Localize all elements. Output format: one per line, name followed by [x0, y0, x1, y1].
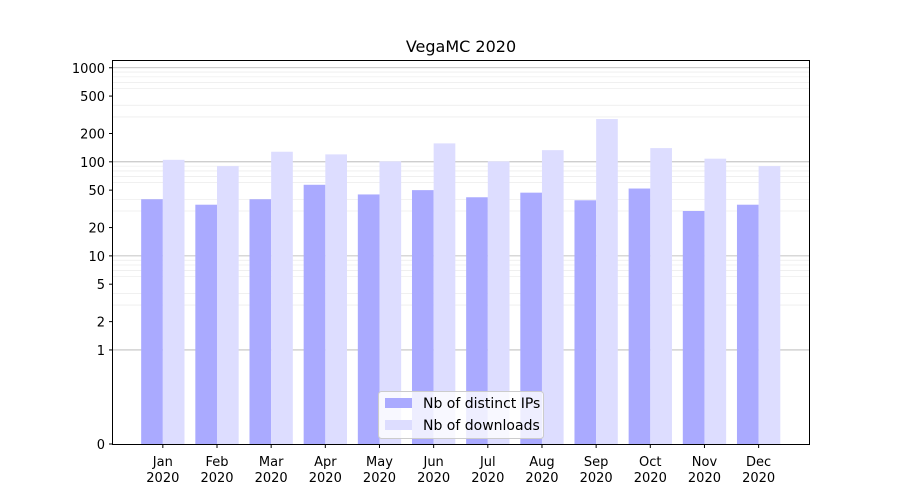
x-tick-label-month: Jan [152, 455, 173, 470]
bar-downloads-dec [758, 166, 781, 445]
x-tick-label-month: Oct [639, 455, 661, 470]
y-tick-label: 100 [80, 156, 105, 171]
y-tick-label: 10 [88, 250, 105, 265]
legend-label-downloads: Nb of downloads [423, 418, 540, 434]
bar-distinct-ips-apr [303, 184, 326, 444]
y-tick-label: 5 [97, 278, 105, 293]
bar-downloads-jun [433, 143, 456, 444]
y-tick-label: 20 [88, 222, 105, 237]
x-tick-label-month: Feb [205, 455, 228, 470]
bar-distinct-ips-may [357, 194, 380, 444]
x-tick-label-month: Sep [584, 455, 609, 470]
x-tick-label-month: Apr [314, 455, 337, 470]
bar-downloads-jul [487, 161, 510, 444]
y-axis-ticks: 0 1 2 5 10 20 50 100 200 500 1000 [72, 62, 113, 453]
bar-distinct-ips-nov [682, 211, 705, 444]
bar-distinct-ips-mar [249, 199, 272, 444]
bar-downloads-sep [596, 119, 618, 444]
bar-distinct-ips-oct [628, 188, 651, 444]
x-tick-label-year: 2020 [255, 471, 288, 486]
bar-downloads-oct [650, 148, 672, 444]
bar-downloads-mar [271, 151, 293, 444]
x-tick-label-month: Dec [746, 455, 771, 470]
x-tick-label-year: 2020 [688, 471, 721, 486]
x-axis-ticks: Jan2020Feb2020Mar2020Apr2020May2020Jun20… [146, 444, 775, 486]
bar-downloads-jan [162, 159, 185, 445]
bar-distinct-ips-aug [520, 192, 542, 444]
legend-swatch-distinct-ips [385, 398, 412, 408]
bar-distinct-ips-jan [141, 199, 163, 444]
x-tick-label-month: Aug [529, 455, 554, 470]
x-tick-label-year: 2020 [471, 471, 504, 486]
chart-title: VegaMC 2020 [406, 37, 516, 56]
y-tick-label: 200 [80, 128, 105, 143]
bar-distinct-ips-jul [466, 197, 488, 444]
x-tick-label-year: 2020 [634, 471, 667, 486]
x-tick-label-month: May [366, 455, 393, 470]
x-tick-label-month: Jun [422, 455, 443, 470]
x-tick-label-year: 2020 [417, 471, 450, 486]
y-tick-label: 1 [97, 344, 105, 359]
y-tick-label: 1000 [72, 62, 105, 77]
x-tick-label-year: 2020 [742, 471, 775, 486]
bars [141, 119, 781, 445]
y-tick-label: 500 [80, 90, 105, 105]
x-tick-label-month: Mar [259, 455, 284, 470]
bar-distinct-ips-dec [736, 204, 759, 444]
plot-frame [112, 60, 810, 445]
legend: Nb of distinct IPs Nb of downloads [378, 391, 544, 439]
bar-downloads-nov [704, 158, 727, 445]
x-tick-label-year: 2020 [525, 471, 558, 486]
x-tick-label-year: 2020 [580, 471, 613, 486]
x-tick-label-year: 2020 [146, 471, 179, 486]
bar-downloads-may [379, 161, 402, 444]
y-tick-label: 0 [97, 438, 105, 453]
bar-downloads-feb [216, 166, 239, 445]
legend-box [378, 391, 544, 439]
legend-label-distinct-ips: Nb of distinct IPs [423, 396, 540, 412]
bar-downloads-apr [325, 154, 347, 444]
legend-swatch-downloads [385, 420, 412, 430]
x-tick-label-year: 2020 [200, 471, 233, 486]
x-tick-label-year: 2020 [363, 471, 396, 486]
x-tick-label-year: 2020 [309, 471, 342, 486]
bar-distinct-ips-sep [574, 200, 597, 444]
bar-downloads-aug [541, 150, 564, 444]
bar-distinct-ips-feb [195, 204, 217, 444]
y-tick-label: 50 [88, 184, 105, 199]
bar-distinct-ips-jun [411, 190, 434, 444]
y-tick-label: 2 [97, 316, 105, 331]
x-tick-label-month: Jul [479, 455, 496, 470]
x-tick-label-month: Nov [692, 455, 718, 470]
